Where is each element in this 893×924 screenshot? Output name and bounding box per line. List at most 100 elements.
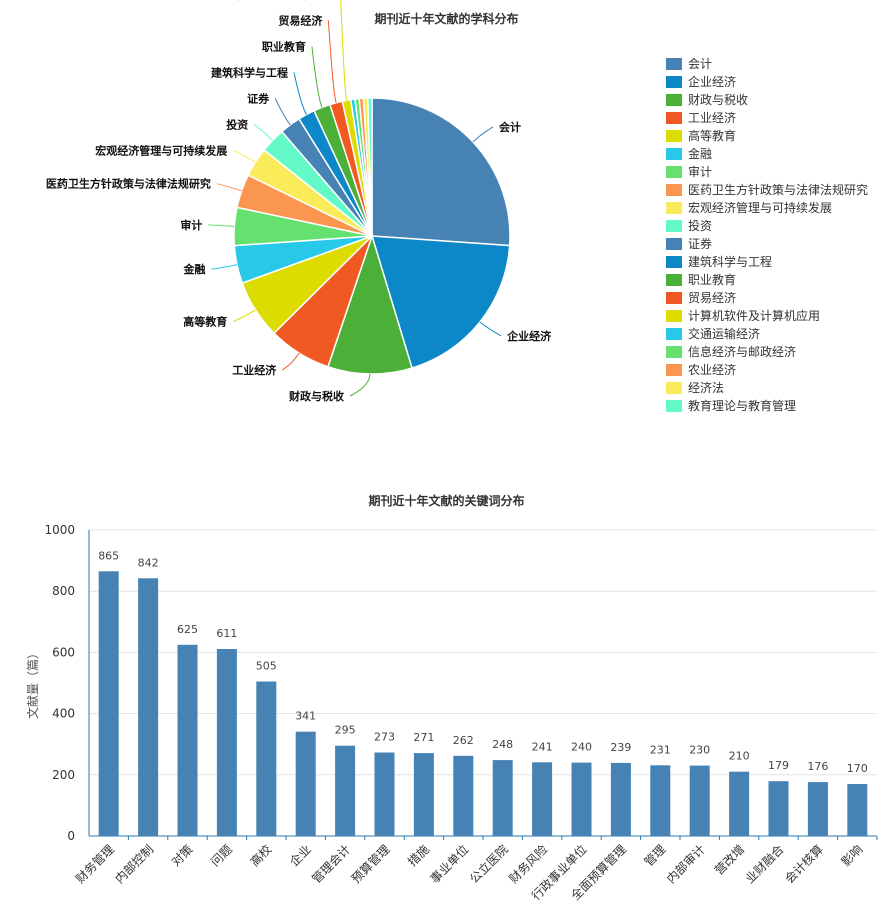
legend-swatch — [666, 292, 682, 304]
bar-value-label: 176 — [807, 760, 828, 773]
bar-value-label: 341 — [295, 710, 316, 723]
legend-label: 职业教育 — [688, 273, 737, 287]
y-tick-label: 200 — [52, 768, 75, 782]
legend-label: 工业经济 — [688, 111, 737, 125]
legend-label: 教育理论与教育管理 — [688, 399, 797, 413]
legend-item-item-14[interactable]: 贸易经济 — [666, 289, 868, 307]
bar-value-label: 241 — [532, 740, 553, 753]
legend-item-item-10[interactable]: 投资 — [666, 217, 868, 235]
legend-swatch — [666, 274, 682, 286]
legend-swatch — [666, 364, 682, 376]
bar-item-10[interactable] — [453, 755, 474, 836]
legend-label: 农业经济 — [688, 363, 737, 377]
bar-value-label: 611 — [216, 627, 237, 640]
legend-item-item-13[interactable]: 职业教育 — [666, 271, 868, 289]
bar-item-2[interactable] — [138, 578, 159, 836]
bar-item-7[interactable] — [335, 745, 356, 836]
pie-chart-title: 期刊近十年文献的学科分布 — [374, 12, 519, 26]
x-tick-label: 高校 — [247, 842, 275, 870]
legend-label: 经济法 — [688, 381, 725, 395]
legend-swatch — [666, 76, 682, 88]
bar-item-16[interactable] — [689, 765, 710, 836]
bar-value-label: 170 — [847, 762, 868, 775]
x-tick-label: 预算管理 — [348, 842, 393, 887]
legend-label: 金融 — [688, 147, 713, 161]
bar-item-19[interactable] — [807, 782, 828, 836]
bar-item-4[interactable] — [216, 649, 237, 836]
legend-item-item-3[interactable]: 财政与税收 — [666, 91, 868, 109]
legend-label: 医药卫生方针政策与法律法规研究 — [688, 183, 869, 197]
legend-label: 交通运输经济 — [688, 327, 761, 341]
legend-item-item-16[interactable]: 交通运输经济 — [666, 325, 868, 343]
x-tick-label: 对策 — [169, 842, 196, 869]
legend-item-item-1[interactable]: 会计 — [666, 55, 868, 73]
bar-value-label: 239 — [610, 741, 631, 754]
pie-slice-item-20[interactable] — [366, 97, 373, 237]
legend-label: 宏观经济管理与可持续发展 — [688, 201, 833, 215]
pie-leader-line — [208, 224, 235, 227]
bar-item-6[interactable] — [295, 731, 316, 836]
bar-item-14[interactable] — [610, 762, 631, 836]
bar-item-12[interactable] — [532, 762, 553, 836]
x-tick-label: 事业单位 — [427, 842, 472, 887]
y-tick-label: 1000 — [44, 523, 75, 537]
legend-label: 审计 — [688, 165, 713, 179]
y-tick-label: 400 — [52, 707, 75, 721]
bar-item-3[interactable] — [177, 644, 198, 837]
legend-item-item-9[interactable]: 宏观经济管理与可持续发展 — [666, 199, 868, 217]
legend-label: 贸易经济 — [688, 291, 737, 305]
legend-swatch — [666, 148, 682, 160]
legend-item-item-12[interactable]: 建筑科学与工程 — [666, 253, 868, 271]
legend-swatch — [666, 400, 682, 412]
legend-item-item-6[interactable]: 金融 — [666, 145, 868, 163]
legend-swatch — [666, 94, 682, 106]
legend-item-item-4[interactable]: 工业经济 — [666, 109, 868, 127]
x-tick-label: 措施 — [405, 842, 432, 869]
legend-item-item-20[interactable]: 教育理论与教育管理 — [666, 397, 868, 415]
bar-value-label: 865 — [98, 549, 119, 562]
legend-item-item-18[interactable]: 农业经济 — [666, 361, 868, 379]
bar-item-15[interactable] — [650, 765, 671, 836]
legend-item-item-17[interactable]: 信息经济与邮政经济 — [666, 343, 868, 361]
bar-item-5[interactable] — [256, 681, 277, 837]
bar-value-label: 625 — [177, 623, 198, 636]
x-tick-label: 会计核算 — [781, 842, 826, 887]
bar-item-13[interactable] — [571, 762, 592, 836]
y-tick-label: 0 — [67, 829, 75, 843]
x-tick-label: 影响 — [838, 842, 866, 870]
bar-item-20[interactable] — [847, 784, 868, 836]
legend-item-item-11[interactable]: 证券 — [666, 235, 868, 253]
pie-legend: 会计企业经济财政与税收工业经济高等教育金融审计医药卫生方针政策与法律法规研究 宏观… — [666, 55, 868, 415]
bar-item-9[interactable] — [413, 753, 434, 836]
pie-label-item-7: 审计 — [180, 218, 202, 232]
legend-label: 证券 — [688, 237, 713, 251]
bar-item-1[interactable] — [98, 571, 119, 836]
legend-item-item-5[interactable]: 高等教育 — [666, 127, 868, 145]
pie-slice-item-3[interactable] — [326, 233, 413, 375]
pie-leader-line — [340, 0, 347, 101]
pie-leader-line — [274, 98, 291, 126]
legend-label: 企业经济 — [688, 75, 737, 89]
bar-item-8[interactable] — [374, 752, 395, 837]
legend-swatch — [666, 220, 682, 232]
legend-item-item-8[interactable]: 医药卫生方针政策与法律法规研究 — [666, 181, 868, 199]
legend-item-item-2[interactable]: 企业经济 — [666, 73, 868, 91]
legend-swatch — [666, 346, 682, 358]
x-tick-label: 管理会计 — [309, 842, 354, 887]
pie-label-item-5: 高等教育 — [183, 315, 227, 329]
bar-chart-title: 期刊近十年文献的关键词分布 — [368, 494, 525, 508]
bar-item-11[interactable] — [492, 760, 513, 836]
bar-value-label: 295 — [335, 724, 356, 737]
legend-item-item-15[interactable]: 计算机软件及计算机应用 — [666, 307, 868, 325]
legend-item-item-7[interactable]: 审计 — [666, 163, 868, 181]
bar-item-17[interactable] — [729, 771, 750, 836]
bar-value-label: 230 — [689, 744, 710, 757]
legend-label: 财政与税收 — [688, 93, 749, 107]
x-tick-label: 管理 — [641, 842, 669, 870]
legend-label: 投资 — [688, 219, 713, 233]
x-tick-label: 营改增 — [712, 842, 747, 877]
pie-leader-line — [293, 72, 307, 115]
legend-item-item-19[interactable]: 经济法 — [666, 379, 868, 397]
bar-item-18[interactable] — [768, 781, 789, 836]
bar-value-label: 248 — [492, 738, 513, 751]
